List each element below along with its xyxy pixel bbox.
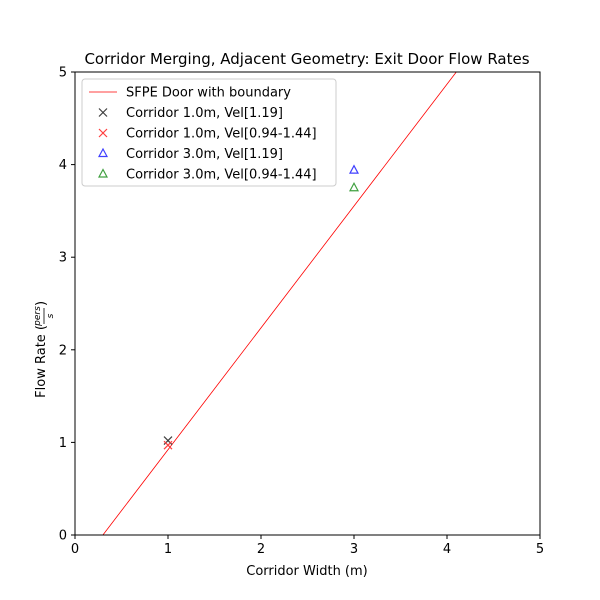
x-tick-label: 1 [164,542,172,557]
y-axis-label-denominator: s [46,313,56,318]
legend-item: Corridor 3.0m, Vel[1.19] [98,147,283,162]
data-point-series-3 [349,164,359,174]
x-tick-label: 3 [350,542,358,557]
y-tick-label: 4 [59,158,67,173]
legend-item: Corridor 3.0m, Vel[0.94-1.44] [98,168,317,183]
y-axis-label-numerator: pers [33,306,43,327]
legend-label: Corridor 1.0m, Vel[1.19] [126,106,283,121]
legend-item: Corridor 1.0m, Vel[1.19] [98,106,283,121]
axes-frame [74,71,541,536]
y-tick-label: 2 [59,343,67,358]
y-tick-label: 0 [59,529,67,544]
x-tick-label: 5 [536,542,544,557]
y-axis-label: Flow Rate ( pers s ) [33,301,56,398]
legend-label: Corridor 1.0m, Vel[0.94-1.44] [126,127,317,142]
y-tick-label: 5 [59,66,67,81]
legend-item: SFPE Door with boundary [89,86,291,101]
legend-box [81,78,337,187]
legend-marker-swatch [98,108,108,117]
legend-label: Corridor 3.0m, Vel[1.19] [126,147,283,162]
y-axis-label-suffix: ) [34,301,49,306]
data-point-series-2 [163,440,173,450]
data-point-series-4 [349,181,359,192]
y-axis-label-prefix: Flow Rate ( [34,325,49,398]
legend: SFPE Door with boundary Corridor 1.0m, Ve… [81,78,337,187]
legend-label: Corridor 3.0m, Vel[0.94-1.44] [126,168,317,183]
legend-label: SFPE Door with boundary [126,86,291,101]
x-tick-label: 4 [443,542,451,557]
legend-item: Corridor 1.0m, Vel[0.94-1.44] [98,127,317,142]
x-tick-label: 2 [257,542,265,557]
x-tick-label: 0 [71,542,79,557]
data-layer [102,72,457,535]
series-line-sfpe-door [102,72,457,535]
legend-marker-swatch [98,147,108,158]
legend-marker-swatch [98,128,108,138]
x-axis-label: Corridor Width (m) [246,564,368,579]
legend-marker-swatch [98,168,108,178]
y-tick-label: 1 [59,436,67,451]
ticks-layer: 0 1 2 3 4 5 0 1 2 3 4 5 [59,66,544,558]
chart-title: Corridor Merging, Adjacent Geometry: Exi… [84,50,529,68]
y-tick-label: 3 [59,251,67,266]
